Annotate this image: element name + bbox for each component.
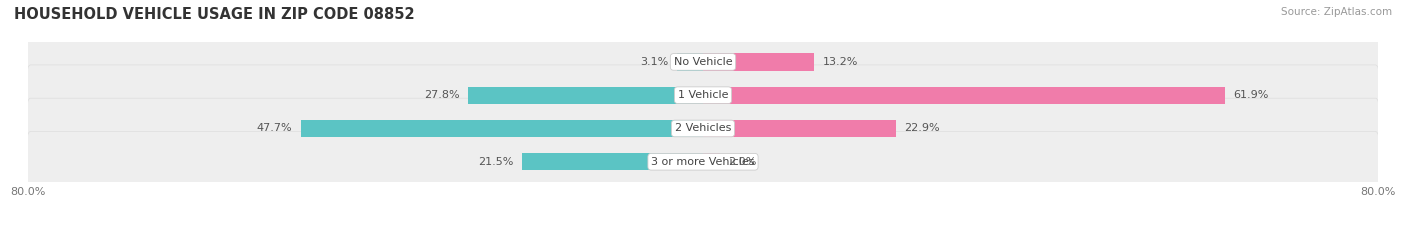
Text: 21.5%: 21.5%: [478, 157, 513, 167]
Text: 13.2%: 13.2%: [823, 57, 858, 67]
Bar: [676, 53, 703, 71]
FancyBboxPatch shape: [27, 131, 1379, 192]
FancyBboxPatch shape: [27, 98, 1379, 159]
Text: HOUSEHOLD VEHICLE USAGE IN ZIP CODE 08852: HOUSEHOLD VEHICLE USAGE IN ZIP CODE 0885…: [14, 7, 415, 22]
Text: 3.1%: 3.1%: [640, 57, 668, 67]
Bar: [703, 120, 896, 137]
Text: 2 Vehicles: 2 Vehicles: [675, 123, 731, 134]
FancyBboxPatch shape: [27, 32, 1379, 92]
Bar: [301, 120, 703, 137]
Bar: [703, 53, 814, 71]
Bar: [468, 86, 703, 104]
Text: Source: ZipAtlas.com: Source: ZipAtlas.com: [1281, 7, 1392, 17]
Text: 61.9%: 61.9%: [1233, 90, 1270, 100]
Text: 47.7%: 47.7%: [256, 123, 292, 134]
Text: No Vehicle: No Vehicle: [673, 57, 733, 67]
Bar: [703, 86, 1225, 104]
Text: 1 Vehicle: 1 Vehicle: [678, 90, 728, 100]
Text: 2.0%: 2.0%: [728, 157, 756, 167]
Bar: [703, 153, 720, 170]
Text: 3 or more Vehicles: 3 or more Vehicles: [651, 157, 755, 167]
Bar: [522, 153, 703, 170]
Text: 22.9%: 22.9%: [904, 123, 941, 134]
Text: 27.8%: 27.8%: [425, 90, 460, 100]
FancyBboxPatch shape: [27, 65, 1379, 126]
